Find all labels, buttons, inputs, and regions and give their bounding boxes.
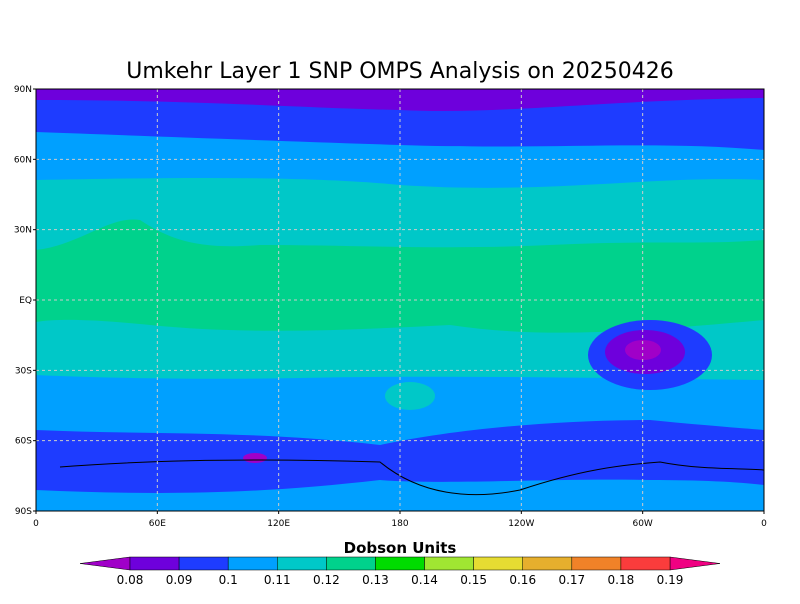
colorbar-swatch [571,556,622,571]
lon-tick-label: 120E [267,519,290,529]
colorbar-tick-label: 0.17 [558,573,585,587]
colorbar-tick-label: 0.14 [411,573,438,587]
colorbar-swatch [424,556,474,571]
map-title: Umkehr Layer 1 SNP OMPS Analysis on 2025… [126,59,674,84]
colorbar-swatch [522,556,573,571]
colorbar-tick-label: 0.15 [460,573,487,587]
colorbar-tick-label: 0.19 [657,573,684,587]
colorbar-swatch [326,556,376,571]
contour-band [36,89,764,112]
lat-tick-label: 90N [14,85,32,95]
contour-band [385,382,435,410]
colorbar-under [79,556,131,571]
lat-tick-label: EQ [19,296,32,306]
colorbar-swatch [277,556,327,571]
lon-tick-label: 60E [149,519,166,529]
colorbar-swatch [129,556,180,571]
lat-tick-label: 30N [14,226,32,236]
colorbar-swatch [620,556,671,571]
coastline [59,459,764,496]
lon-tick-label: 120W [508,519,534,529]
colorbar-swatch [178,556,229,571]
lon-tick-label: 0 [761,519,767,529]
colorbar-tick-label: 0.11 [264,573,291,587]
colorbar-tick-label: 0.09 [166,573,193,587]
colorbar: 0.08 0.09 0.1 0.11 0.12 0.13 0.14 0.15 0.16 0.17 0… [79,556,721,587]
lat-tick-label: 60N [14,155,32,165]
contour-band [703,390,727,406]
colorbar-tick-label: 0.16 [509,573,536,587]
colorbar-swatch [473,556,523,571]
lat-tick-label: 90S [15,507,32,517]
colorbar-tick-label: 0.12 [313,573,340,587]
lat-tick-label: 60S [15,437,32,447]
colorbar-swatch [227,556,278,571]
map-frame [35,88,765,512]
lat-tick-label: 30S [15,366,32,376]
lon-tick-label: 0 [33,519,39,529]
colorbar-over [669,556,721,571]
colorbar-tick-label: 0.08 [117,573,144,587]
colorbar-label: Dobson Units [344,539,457,557]
colorbar-tick-label: 0.13 [362,573,389,587]
colorbar-tick-label: 0.1 [219,573,238,587]
colorbar-tick-label: 0.18 [608,573,635,587]
lon-tick-label: 180 [391,519,408,529]
colorbar-swatch [375,556,425,571]
lon-tick-label: 60W [632,519,652,529]
contour-band [36,479,764,511]
contour-band [243,453,267,463]
